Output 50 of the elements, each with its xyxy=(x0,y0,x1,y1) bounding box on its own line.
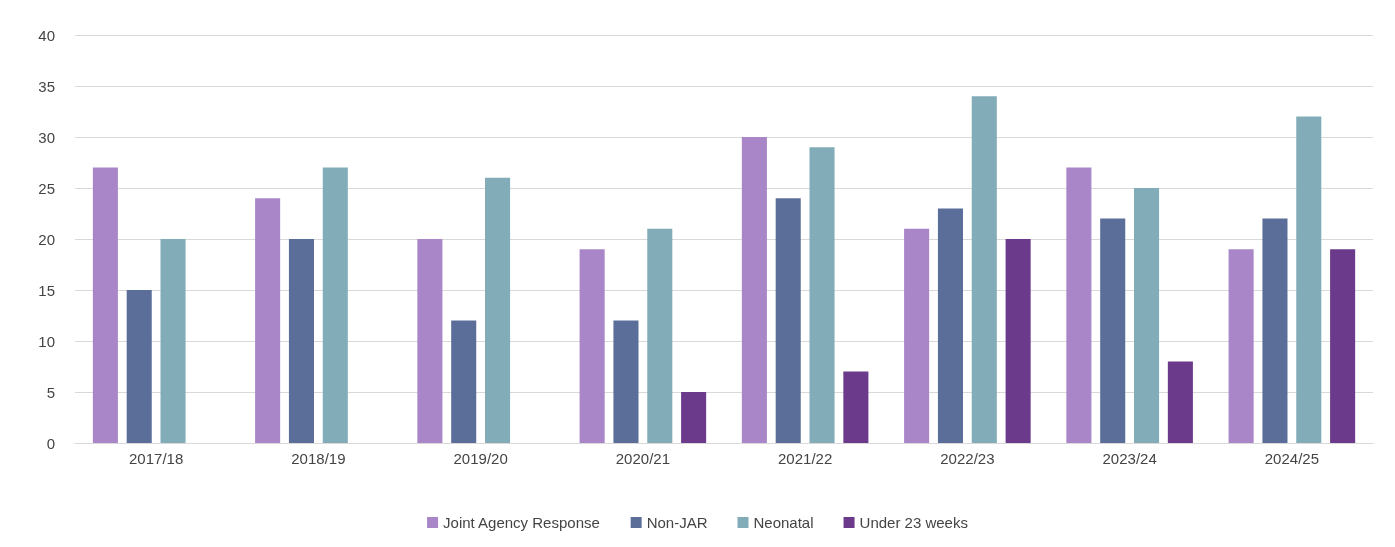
y-tick-label: 25 xyxy=(38,179,55,197)
bar xyxy=(255,198,281,443)
bar xyxy=(288,239,314,443)
y-tick-label: 20 xyxy=(38,230,55,248)
y-tick-label: 0 xyxy=(46,434,55,452)
bar xyxy=(579,249,605,443)
bar xyxy=(809,147,835,443)
y-tick-label: 35 xyxy=(38,77,55,95)
x-tick-label: 2024/25 xyxy=(1264,450,1319,467)
bar xyxy=(451,320,477,443)
bar xyxy=(1262,218,1288,443)
y-tick-label: 30 xyxy=(38,128,55,146)
x-tick-label: 2019/20 xyxy=(453,450,508,467)
bar xyxy=(937,208,963,443)
legend-label: Under 23 weeks xyxy=(859,514,968,531)
bar xyxy=(971,96,997,443)
bar xyxy=(1100,218,1126,443)
bar xyxy=(322,167,348,443)
bar xyxy=(613,320,639,443)
bar xyxy=(741,137,767,443)
bar xyxy=(1167,361,1193,443)
x-tick-label: 2020/21 xyxy=(615,450,670,467)
bar xyxy=(1296,116,1322,443)
y-tick-label: 40 xyxy=(38,26,55,44)
bar xyxy=(160,239,186,443)
x-tick-label: 2022/23 xyxy=(940,450,995,467)
legend-label: Neonatal xyxy=(753,514,814,531)
x-tick-label: 2021/22 xyxy=(778,450,833,467)
bar xyxy=(904,228,930,443)
bar xyxy=(681,392,707,443)
bar xyxy=(126,290,152,443)
bar xyxy=(843,371,869,443)
bar xyxy=(1330,249,1356,443)
legend-label: Joint Agency Response xyxy=(443,514,600,531)
legend-label: Non-JAR xyxy=(646,514,708,531)
bar xyxy=(417,239,443,443)
x-tick-label: 2018/19 xyxy=(291,450,346,467)
bar xyxy=(647,228,673,443)
bar xyxy=(1134,188,1160,443)
y-tick-label: 10 xyxy=(38,332,55,350)
bar xyxy=(775,198,801,443)
y-tick-label: 15 xyxy=(38,281,55,299)
x-tick-label: 2023/24 xyxy=(1102,450,1157,467)
x-tick-label: 2017/18 xyxy=(129,450,184,467)
bar xyxy=(1228,249,1254,443)
bar xyxy=(485,177,511,443)
bar xyxy=(1066,167,1092,443)
bar xyxy=(92,167,118,443)
y-tick-label: 5 xyxy=(46,383,55,401)
bar xyxy=(1005,239,1031,443)
